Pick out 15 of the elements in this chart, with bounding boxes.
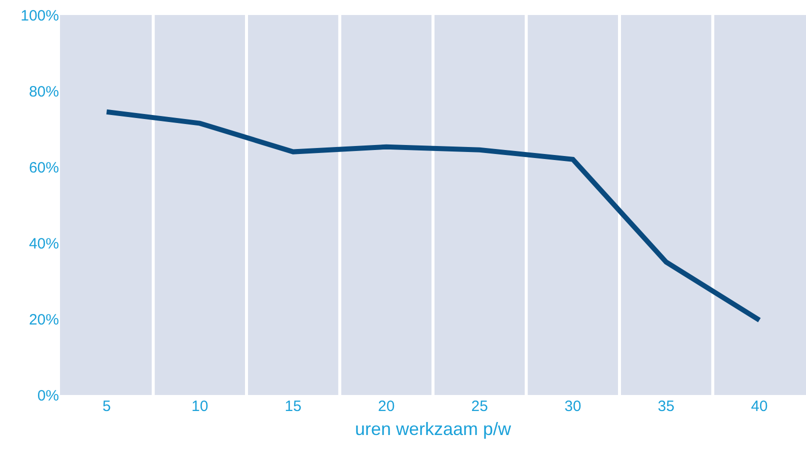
y-tick-label: 40%: [28, 235, 59, 252]
x-tick-label: 25: [471, 398, 488, 415]
x-tick-label: 15: [284, 398, 302, 415]
y-tick-label: 100%: [20, 7, 59, 24]
y-tick-label: 80%: [28, 83, 59, 100]
y-tick-label: 20%: [28, 311, 59, 328]
x-tick-label: 10: [192, 398, 208, 415]
x-tick-label: 5: [102, 398, 111, 415]
y-tick-label: 0%: [37, 387, 59, 404]
x-axis-title: uren werkzaam p/w: [354, 419, 512, 440]
x-tick-label: 40: [751, 398, 768, 415]
x-tick-label: 30: [564, 398, 582, 415]
x-tick-label: 20: [378, 398, 395, 415]
x-tick-label: 35: [658, 398, 674, 415]
y-tick-label: 60%: [28, 159, 59, 176]
